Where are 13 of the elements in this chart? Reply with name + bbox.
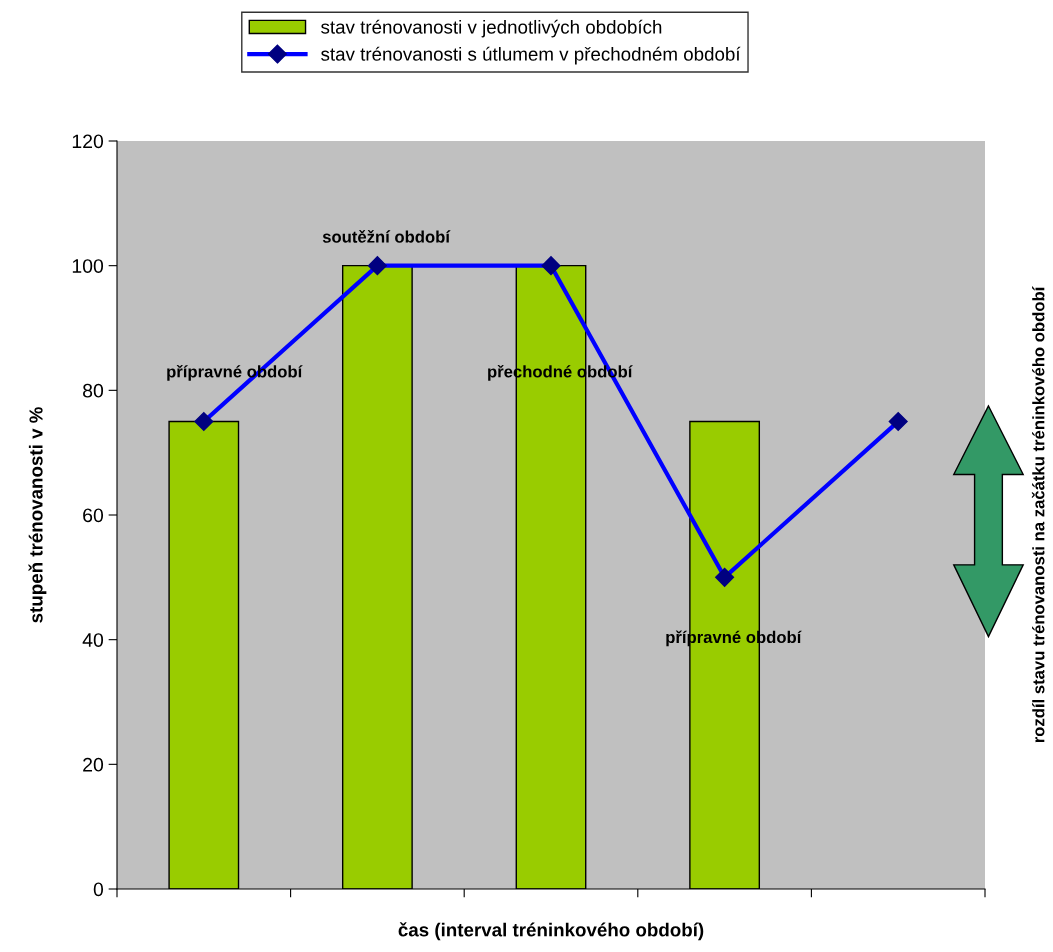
- y-tick-label: 20: [83, 757, 104, 772]
- y-tick-label: 40: [82, 633, 104, 647]
- y-tick-label: 100: [72, 259, 104, 273]
- legend-label: stav trénovanosti v jednotlivých obdobích: [321, 19, 662, 38]
- annotation: soutěžní období: [322, 230, 451, 243]
- legend-label: stav trénovanosti s útlumem v přechodném období: [321, 46, 741, 65]
- y-tick-label: 80: [83, 383, 104, 398]
- y2-axis-title: rozdíl stavu trénovanosti na začátku tréninkového období: [1031, 286, 1045, 743]
- y-tick-label: 0: [93, 882, 104, 897]
- y-tick-label: 60: [83, 508, 104, 523]
- x-axis-title: čas (interval tréninkového období): [398, 922, 704, 941]
- y-tick-label: 120: [72, 134, 104, 149]
- y-axis-title: stupeň trénovanosti v %: [28, 407, 47, 623]
